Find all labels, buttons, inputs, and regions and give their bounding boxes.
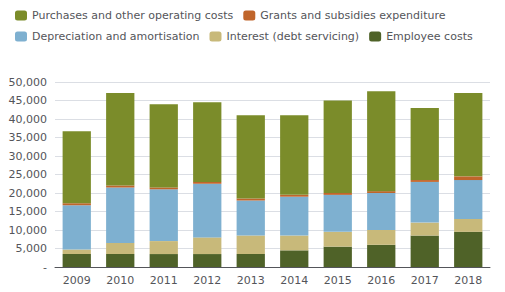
svg-text:2015: 2015: [324, 274, 352, 287]
svg-text:30,000: 30,000: [9, 150, 48, 163]
svg-text:Interest (debt servicing): Interest (debt servicing): [226, 30, 359, 43]
svg-text:10,000: 10,000: [9, 224, 48, 237]
svg-text:2012: 2012: [193, 274, 221, 287]
svg-text:2017: 2017: [411, 274, 439, 287]
svg-text:-: -: [43, 261, 47, 274]
svg-text:15,000: 15,000: [9, 205, 48, 218]
svg-text:40,000: 40,000: [9, 113, 48, 126]
svg-text:Grants and subsidies expenditu: Grants and subsidies expenditure: [260, 9, 445, 22]
svg-text:2011: 2011: [150, 274, 178, 287]
svg-text:5,000: 5,000: [16, 242, 48, 255]
svg-text:2018: 2018: [454, 274, 482, 287]
svg-text:50,000: 50,000: [9, 76, 48, 89]
svg-text:35,000: 35,000: [9, 131, 48, 144]
svg-text:Purchases and other operating: Purchases and other operating costs: [32, 9, 234, 22]
svg-text:Employee costs: Employee costs: [386, 30, 473, 43]
svg-text:25,000: 25,000: [9, 168, 48, 181]
svg-text:2014: 2014: [280, 274, 308, 287]
svg-text:20,000: 20,000: [9, 187, 48, 200]
svg-text:Depreciation and amortisation: Depreciation and amortisation: [32, 30, 200, 43]
svg-text:2009: 2009: [63, 274, 91, 287]
svg-text:2010: 2010: [106, 274, 134, 287]
svg-text:2013: 2013: [237, 274, 265, 287]
svg-text:45,000: 45,000: [9, 94, 48, 107]
svg-text:2016: 2016: [367, 274, 395, 287]
